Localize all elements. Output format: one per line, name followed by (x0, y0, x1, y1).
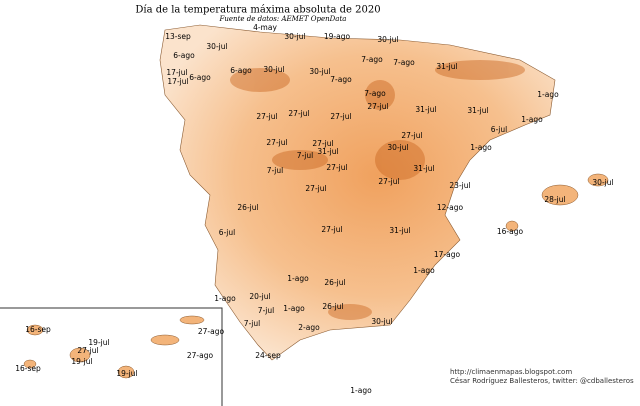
date-label: 19-jul (88, 338, 109, 347)
date-label: 7-ago (361, 55, 383, 64)
date-label: 17-ago (434, 250, 461, 259)
date-label: 27-jul (77, 346, 98, 355)
date-label: 20-jul (249, 292, 270, 301)
peninsula (159, 24, 556, 361)
date-label: 30-jul (309, 67, 330, 76)
source: Fuente de datos: AEMET OpenData (219, 15, 347, 23)
date-label: 31-jul (413, 164, 434, 173)
date-label: 30-jul (263, 65, 284, 74)
date-label: 27-jul (401, 131, 422, 140)
date-label: 7-ago (330, 75, 352, 84)
date-label: 1-ago (350, 386, 372, 395)
date-label: 27-jul (367, 102, 388, 111)
date-label: 6-ago (230, 66, 252, 75)
date-label: 31-jul (415, 105, 436, 114)
date-label: 19-ago (324, 32, 351, 41)
date-label: 16-sep (25, 325, 51, 334)
credit-url: http://climaenmapas.blogspot.com (450, 368, 572, 376)
date-label: 16-sep (15, 364, 41, 373)
date-label: 1-ago (470, 143, 492, 152)
credit-author: César Rodríguez Ballesteros, twitter: @c… (450, 377, 634, 385)
date-label: 26-jul (324, 278, 345, 287)
date-label: 6-ago (189, 73, 211, 82)
hot-areas (230, 60, 525, 320)
inset-frame (0, 307, 223, 406)
date-label: 1-ago (214, 294, 236, 303)
date-label: 1-ago (521, 115, 543, 124)
date-label: 27-jul (256, 112, 277, 121)
date-label: 17-jul (167, 77, 188, 86)
date-label: 31-jul (467, 106, 488, 115)
date-label: 7-jul (244, 319, 260, 328)
date-label: 31-jul (389, 226, 410, 235)
date-label: 30-jul (592, 178, 613, 187)
date-label: 30-jul (371, 317, 392, 326)
date-label: 6-ago (173, 51, 195, 60)
date-label: 30-jul (387, 143, 408, 152)
date-label: 30-jul (206, 42, 227, 51)
date-label: 12-ago (437, 203, 464, 212)
date-label: 16-ago (497, 227, 524, 236)
date-label: 17-jul (166, 68, 187, 77)
date-label: 24-sep (255, 351, 281, 360)
date-label: 31-jul (436, 62, 457, 71)
date-label: 27-ago (187, 351, 214, 360)
date-label: 26-jul (237, 203, 258, 212)
date-label: 30-jul (377, 35, 398, 44)
date-label: 2-ago (298, 323, 320, 332)
date-label: 7-ago (364, 89, 386, 98)
date-label: 27-jul (305, 184, 326, 193)
date-label: 30-jul (284, 32, 305, 41)
date-label: 27-jul (266, 138, 287, 147)
date-label: 23-jul (449, 181, 470, 190)
date-label: 1-ago (413, 266, 435, 275)
date-label: 7-jul (258, 306, 274, 315)
date-label: 6-jul (219, 228, 235, 237)
date-label: 7-jul (297, 151, 313, 160)
map-title: Día de la temperatura máxima absoluta de… (135, 5, 380, 16)
date-label: 13-sep (165, 32, 191, 41)
date-label: 27-jul (312, 139, 333, 148)
date-label: 7-ago (393, 58, 415, 67)
islands (23, 173, 609, 379)
date-label: 6-jul (491, 125, 507, 134)
date-label: 26-jul (322, 302, 343, 311)
date-label: 27-jul (326, 163, 347, 172)
date-label: 27-jul (330, 112, 351, 121)
date-label: 19-jul (116, 369, 137, 378)
date-label: 27-ago (198, 327, 225, 336)
date-label: 19-jul (71, 357, 92, 366)
date-label: 7-jul (267, 166, 283, 175)
date-label: 27-jul (288, 109, 309, 118)
date-label: 1-ago (537, 90, 559, 99)
date-label: 31-jul (317, 147, 338, 156)
date-label: 27-jul (378, 177, 399, 186)
date-label: 27-jul (321, 225, 342, 234)
date-label: 1-ago (287, 274, 309, 283)
date-label: 28-jul (544, 195, 565, 204)
date-label: 1-ago (283, 304, 305, 313)
date-label: 4-may (253, 23, 277, 32)
